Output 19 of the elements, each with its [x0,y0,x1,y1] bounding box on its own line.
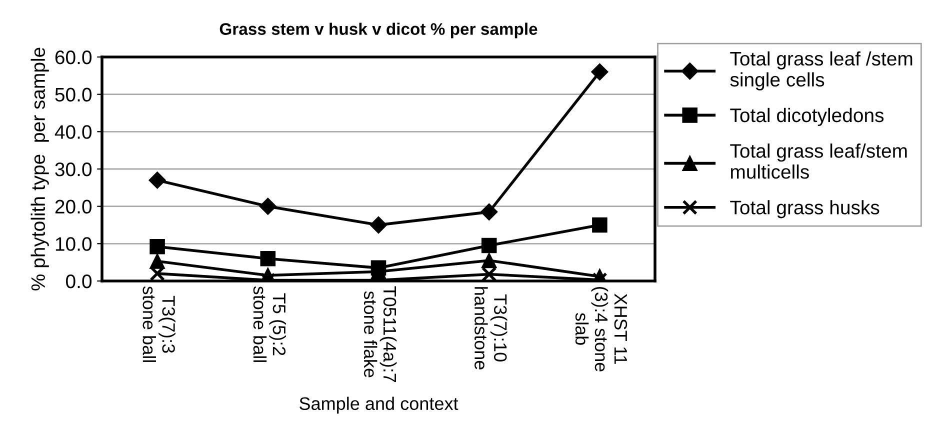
y-tick-label: 60.0 [55,50,92,64]
legend-label: Total grass leaf /stem single cells [730,51,912,90]
x-tick-label: T3(7):3 stone ball [142,286,176,362]
x-tick-label: T3(7):10 handstone [474,287,508,370]
x-tick-label: XHST 11 (3):4 stone slab [575,286,628,372]
y-tick-label: 20.0 [55,200,92,214]
y-axis-title: % phytolith type per sample [30,48,49,290]
y-tick-label: 10.0 [56,237,92,251]
y-tick-label: 30.0 [55,162,92,176]
x-tick-label: T5 (5):2 stone ball [253,286,286,362]
x-axis-title: Sample and context [300,396,458,414]
x-tick-label: T0511(4a):7 stone flake [364,286,397,382]
y-tick-label: 0.0 [66,274,92,288]
chart-title: Grass stem v husk v dicot % per sample [220,22,538,38]
legend-label: Total grass leaf/stem multicells [730,144,907,179]
y-tick-label: 40.0 [54,125,92,139]
y-tick-label: 50.0 [55,88,92,102]
legend-label: Total dicotyledons [730,108,884,126]
legend-label: Total grass husks [730,200,880,218]
